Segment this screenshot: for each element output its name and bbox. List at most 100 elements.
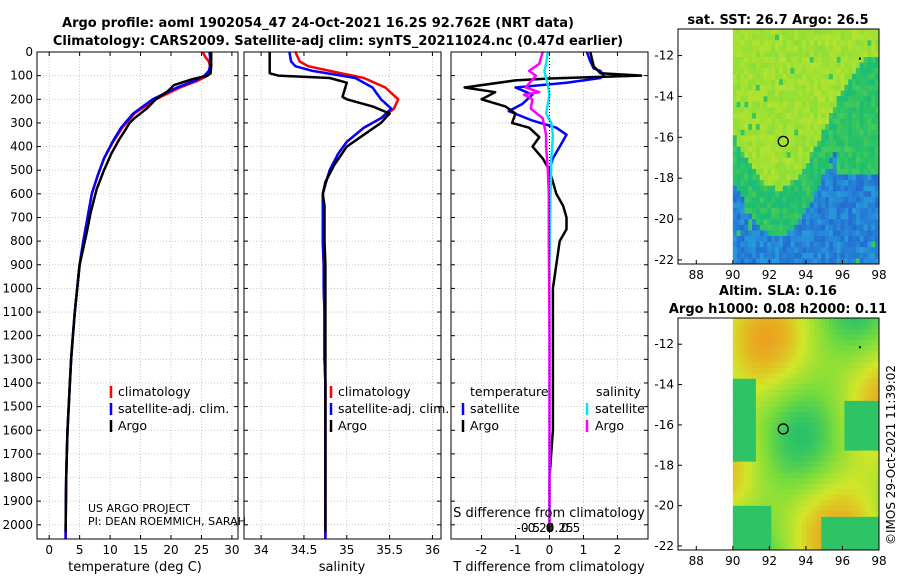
map-cell <box>752 318 757 324</box>
map-cell <box>778 356 784 363</box>
map-cell <box>775 461 780 468</box>
map-cell <box>875 494 880 501</box>
map-cell <box>852 417 857 424</box>
map-cell <box>821 236 826 243</box>
map-cell <box>832 140 838 147</box>
y-tick-label: 800 <box>10 234 33 248</box>
map-cell <box>794 505 799 512</box>
map-cell <box>736 140 741 147</box>
map-cell <box>828 168 834 175</box>
map-cell <box>859 318 865 324</box>
map-cell <box>836 62 841 69</box>
map-cell <box>875 29 880 35</box>
map-cell <box>817 400 822 407</box>
map-cell <box>798 538 803 545</box>
map-cell <box>840 107 845 114</box>
map-cell <box>852 511 857 518</box>
map-cell <box>840 356 845 363</box>
map-cell <box>805 258 811 265</box>
map-cell <box>828 146 834 153</box>
map-cell <box>871 527 876 534</box>
map-cell <box>763 428 768 435</box>
map-cell <box>775 445 780 451</box>
map-cell <box>748 456 753 463</box>
map-cell <box>867 129 872 136</box>
map-cell <box>802 351 807 358</box>
map-cell <box>871 90 876 97</box>
map-cell <box>832 389 838 396</box>
map-cell <box>817 538 822 545</box>
map-cell <box>855 450 861 457</box>
map-cell <box>759 389 764 396</box>
map-cell <box>844 345 849 352</box>
map-cell <box>809 163 815 170</box>
map-cell <box>852 445 857 451</box>
map-cell <box>771 467 776 474</box>
map-cell <box>763 362 768 369</box>
map-cell <box>805 538 811 545</box>
map-cell <box>740 351 745 358</box>
map-cell <box>832 511 838 518</box>
map-cell <box>748 40 753 47</box>
map-cell <box>759 522 764 529</box>
map-cell <box>744 450 749 457</box>
map-cell <box>782 45 788 52</box>
map-cell <box>825 323 830 330</box>
map-cell <box>867 345 872 352</box>
map-cell <box>848 219 853 226</box>
map-cell <box>805 334 811 341</box>
map-cell <box>759 434 764 440</box>
map-cell <box>736 434 741 440</box>
map-cell <box>825 168 830 175</box>
map-cell <box>852 467 857 474</box>
map-cell <box>786 445 791 451</box>
map-cell <box>832 168 838 175</box>
map-cell <box>755 505 761 512</box>
map-cell <box>790 544 795 551</box>
map-cell <box>836 544 841 551</box>
map-cell <box>809 79 815 86</box>
map-cell <box>732 373 738 380</box>
map-cell <box>840 68 845 75</box>
map-cell <box>863 241 868 248</box>
map-cell <box>840 489 845 496</box>
map-cell <box>755 472 761 479</box>
map-cell <box>875 434 880 440</box>
map-cell <box>790 236 795 243</box>
map-cell <box>790 118 795 125</box>
map-cell <box>855 384 861 391</box>
map-cell <box>825 90 830 97</box>
map-cell <box>825 129 830 136</box>
map-cell <box>798 456 803 463</box>
map-cell <box>755 124 761 131</box>
map-cell <box>790 345 795 352</box>
map-cell <box>809 135 815 142</box>
map-cell <box>809 516 815 523</box>
map-cell <box>740 56 745 63</box>
map-cell <box>855 318 861 324</box>
map-cell <box>782 417 788 424</box>
map-cell <box>748 373 753 380</box>
map-cell <box>844 478 849 485</box>
map-cell <box>855 351 861 358</box>
map-cell <box>821 527 826 534</box>
map-cell <box>825 533 830 540</box>
map-cell <box>786 389 791 396</box>
island-dot <box>858 57 861 60</box>
map-cell <box>840 118 845 125</box>
map-cell <box>744 191 749 198</box>
map-cell <box>875 62 880 69</box>
map-cell <box>859 118 865 125</box>
map-cell <box>875 456 880 463</box>
map-cell <box>736 411 741 418</box>
map-cell <box>805 84 811 91</box>
map-cell <box>752 56 757 63</box>
map-cell <box>828 483 834 490</box>
map-cell <box>867 236 872 243</box>
map-cell <box>867 478 872 485</box>
map-cell <box>852 219 857 226</box>
map-cell <box>759 489 764 496</box>
map-cell <box>755 351 761 358</box>
map-cell <box>736 208 741 215</box>
map-cell <box>802 236 807 243</box>
